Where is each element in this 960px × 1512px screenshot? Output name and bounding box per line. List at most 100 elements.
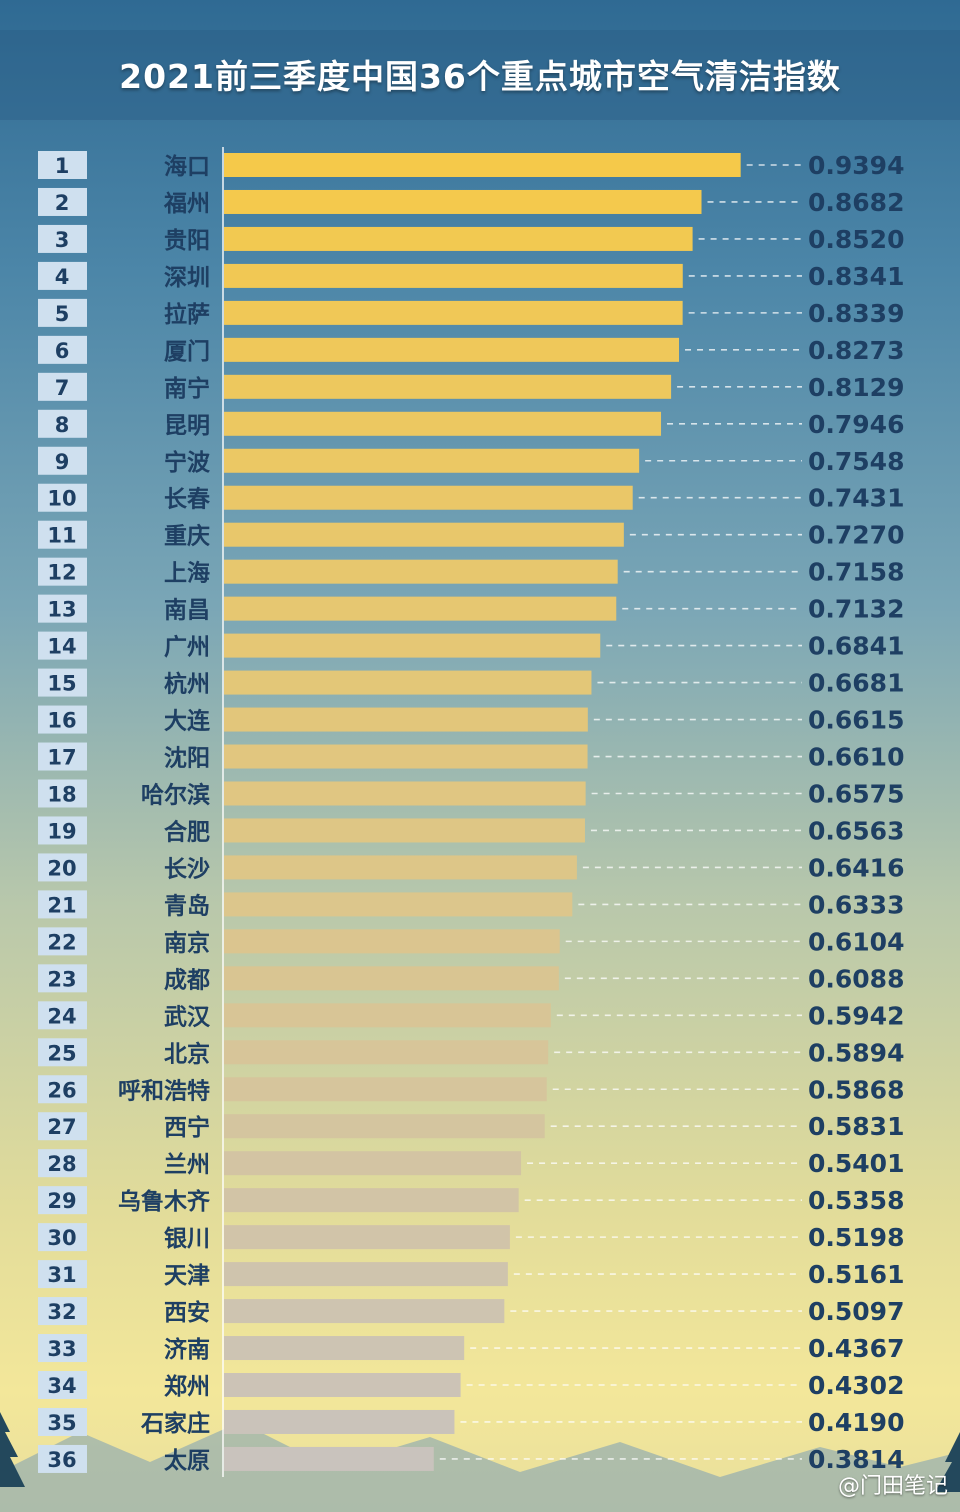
rank-box xyxy=(38,1407,87,1436)
value-label: 0.5097 xyxy=(808,1297,904,1326)
city-label: 贵阳 xyxy=(164,228,210,254)
bar xyxy=(224,744,588,769)
rank-label: 17 xyxy=(47,746,76,770)
city-label: 海口 xyxy=(164,153,210,180)
watermark: @门田笔记 xyxy=(837,1474,948,1499)
value-label: 0.6575 xyxy=(808,779,904,808)
bar xyxy=(224,485,633,510)
city-label: 济南 xyxy=(164,1336,210,1363)
rank-label: 26 xyxy=(47,1078,76,1102)
rank-box xyxy=(38,779,87,808)
rank-box xyxy=(38,1112,87,1141)
city-label: 南京 xyxy=(164,929,210,956)
rank-label: 2 xyxy=(55,191,70,215)
bar xyxy=(224,1188,519,1213)
bar xyxy=(224,1299,505,1324)
rank-label: 25 xyxy=(47,1041,76,1065)
rank-box xyxy=(38,853,87,882)
value-label: 0.9394 xyxy=(808,151,904,180)
rank-label: 15 xyxy=(47,672,76,696)
city-label: 武汉 xyxy=(164,1004,211,1030)
value-label: 0.8273 xyxy=(808,336,904,365)
bar xyxy=(224,153,741,177)
city-label: 重庆 xyxy=(164,523,210,550)
value-label: 0.5198 xyxy=(808,1223,904,1252)
value-label: 0.7270 xyxy=(808,521,904,550)
bar xyxy=(224,1003,551,1028)
rank-label: 28 xyxy=(47,1152,76,1176)
rank-label: 34 xyxy=(47,1374,76,1398)
bar xyxy=(224,818,585,843)
rank-box xyxy=(38,594,87,623)
city-label: 乌鲁木齐 xyxy=(118,1188,211,1215)
rank-box xyxy=(38,187,87,216)
rank-box xyxy=(38,1444,87,1473)
rank-label: 6 xyxy=(55,339,70,363)
bar xyxy=(224,189,702,214)
bar xyxy=(224,1114,545,1139)
bar xyxy=(224,781,586,806)
city-label: 石家庄 xyxy=(140,1410,210,1437)
rank-box xyxy=(38,483,87,512)
value-label: 0.7132 xyxy=(808,595,904,624)
bar xyxy=(224,1225,510,1250)
city-label: 宁波 xyxy=(164,449,211,476)
rank-box xyxy=(38,520,87,549)
rank-label: 10 xyxy=(47,487,76,511)
city-label: 成都 xyxy=(164,967,210,993)
value-label: 0.8341 xyxy=(808,262,904,291)
rank-label: 30 xyxy=(47,1226,76,1250)
rank-box xyxy=(38,335,87,364)
bar xyxy=(224,1373,461,1398)
city-label: 广州 xyxy=(164,634,210,661)
rank-box xyxy=(38,631,87,660)
city-label: 深圳 xyxy=(164,265,210,291)
rank-box xyxy=(38,816,87,845)
value-label: 0.6416 xyxy=(808,853,904,882)
value-label: 0.6088 xyxy=(808,964,904,993)
city-label: 上海 xyxy=(164,560,210,587)
city-label: 拉萨 xyxy=(164,301,210,328)
rank-label: 14 xyxy=(47,635,76,659)
mountain-silhouette xyxy=(0,1412,960,1512)
rank-box xyxy=(38,557,87,586)
city-label: 西宁 xyxy=(164,1114,210,1141)
title-band xyxy=(0,30,960,120)
bar xyxy=(224,929,560,954)
rank-label: 18 xyxy=(47,782,76,806)
rank-label: 35 xyxy=(47,1411,76,1435)
value-label: 0.6104 xyxy=(808,927,904,956)
city-label: 哈尔滨 xyxy=(141,781,210,808)
value-label: 0.5894 xyxy=(808,1038,904,1067)
value-label: 0.7946 xyxy=(808,410,904,439)
rank-label: 5 xyxy=(55,302,70,326)
rank-box xyxy=(38,1371,87,1400)
city-label: 大连 xyxy=(164,708,211,735)
rank-box xyxy=(38,409,87,438)
rank-label: 3 xyxy=(55,228,70,252)
bar xyxy=(224,707,588,732)
rank-label: 7 xyxy=(55,376,70,400)
city-label: 福州 xyxy=(163,191,210,217)
rank-label: 8 xyxy=(55,413,70,437)
rank-label: 9 xyxy=(55,450,70,474)
bar xyxy=(224,1040,549,1065)
value-label: 0.5942 xyxy=(808,1001,904,1030)
rank-label: 11 xyxy=(47,524,76,548)
rank-label: 21 xyxy=(47,893,76,917)
rank-label: 33 xyxy=(47,1337,76,1361)
value-label: 0.8520 xyxy=(808,225,904,254)
city-label: 厦门 xyxy=(164,338,210,365)
rank-box xyxy=(38,1223,87,1252)
rank-label: 22 xyxy=(47,930,76,954)
rank-box xyxy=(38,151,87,179)
rank-box xyxy=(38,1038,87,1067)
rank-label: 19 xyxy=(47,819,76,843)
rank-box xyxy=(38,446,87,475)
bar xyxy=(224,448,640,473)
rank-box xyxy=(38,705,87,734)
city-label: 杭州 xyxy=(164,671,210,698)
rank-label: 31 xyxy=(47,1263,76,1287)
city-label: 南宁 xyxy=(164,375,210,402)
